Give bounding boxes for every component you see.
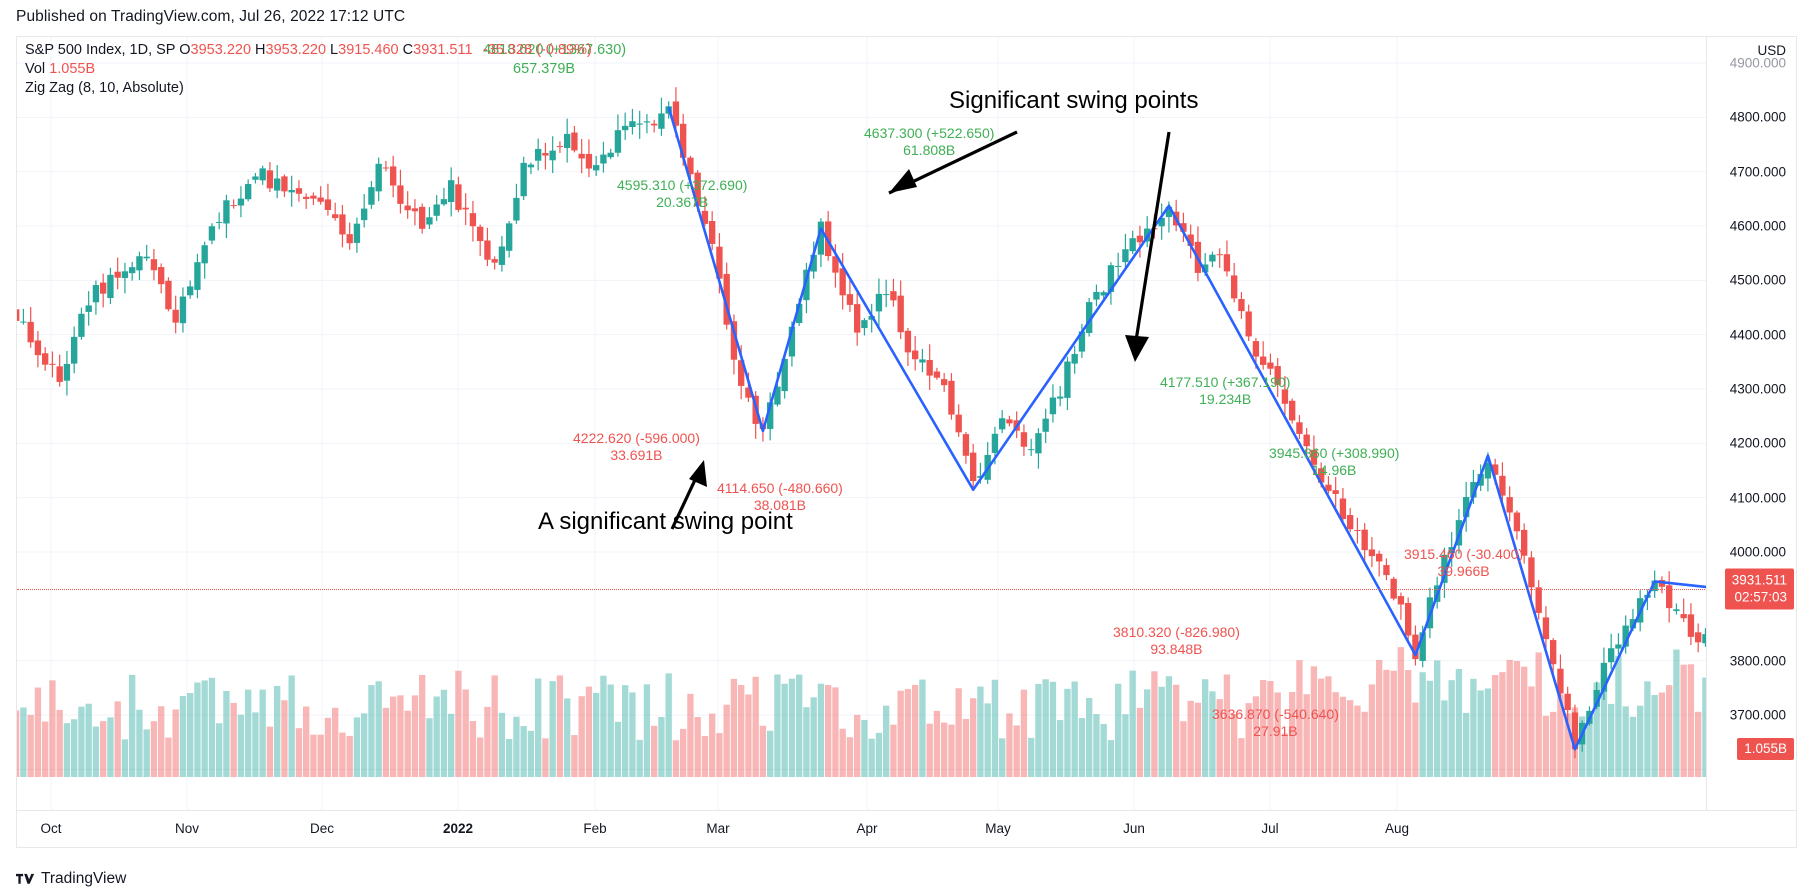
legend-row-ohlc: S&P 500 Index, 1D, SP O3953.220 H3953.22… [25, 41, 473, 60]
zigzag-label-3810: 3810.320 (-826.980) 93.848B [1113, 624, 1240, 658]
price-tick-4100: 4100.000 [1729, 490, 1786, 506]
zigzag-label-price: 3915.460 (-30.400) [1404, 546, 1524, 562]
footer-brand: TradingView [16, 870, 126, 888]
time-scale[interactable]: Oct Nov Dec 2022 Feb Mar Apr May Jun Jul Aug [17, 810, 1796, 847]
zigzag-label-price: 4637.300 (+522.650) [864, 125, 995, 141]
current-price-line [17, 589, 1707, 591]
legend-row-volume: Vol 1.055B [25, 60, 473, 79]
volume-series [17, 647, 1707, 777]
zigzag-label-4595: 4595.310 (+372.690) 20.367B [617, 177, 747, 211]
grid-layer [17, 37, 1707, 812]
zigzag-label-3945: 3945.860 (+308.990) 14.96B [1269, 445, 1399, 479]
zigzag-label-volume: 38.081B [753, 497, 806, 513]
price-scale[interactable]: USD 4900.000 4800.000 4700.000 4600.000 4500… [1706, 37, 1796, 812]
annotation-significant-swing-points: Significant swing points [949, 87, 1199, 114]
legend-close-value: 3931.511 [413, 42, 473, 58]
zigzag-label-4177: 4177.510 (+367.190) 19.234B [1160, 374, 1290, 408]
current-volume-badge: 1.055B [1737, 738, 1794, 760]
time-tick-nov: Nov [174, 821, 200, 836]
chart-legend: S&P 500 Index, 1D, SP O3953.220 H3953.22… [25, 41, 473, 98]
zigzag-label-volume: 14.96B [1312, 462, 1357, 478]
time-tick-mar: Mar [706, 821, 730, 836]
time-tick-may: May [985, 821, 1011, 836]
legend-close-key: C [402, 42, 414, 58]
price-tick-4400: 4400.000 [1729, 327, 1786, 343]
plot-area[interactable]: S&P 500 Index, 1D, SP O3953.220 H3953.22… [17, 37, 1707, 812]
time-tick-feb: Feb [583, 821, 607, 836]
zigzag-top-pivot-volume: 657.379B [513, 61, 576, 77]
price-tick-4700: 4700.000 [1729, 164, 1786, 180]
zigzag-top-pivot-label: 4818.620 (+1367.630) [483, 42, 627, 58]
zigzag-label-volume: 39.966B [1437, 563, 1490, 579]
zigzag-label-volume: 19.234B [1199, 391, 1252, 407]
time-tick-2022: 2022 [442, 821, 474, 836]
legend-indicator-name[interactable]: Zig Zag (8, 10, Absolute) [25, 80, 184, 96]
legend-volume-label: Vol [25, 61, 46, 77]
legend-high-value: 3953.220 [265, 42, 327, 58]
legend-change-value: -35.328 (-0.89%) [483, 42, 592, 58]
footer-brand-text: TradingView [41, 870, 127, 887]
time-tick-dec: Dec [309, 821, 335, 836]
chart-frame: S&P 500 Index, 1D, SP O3953.220 H3953.22… [16, 36, 1797, 848]
price-tick-4800: 4800.000 [1729, 109, 1786, 125]
price-tick-4500: 4500.000 [1729, 272, 1786, 288]
zigzag-label-3915: 3915.460 (-30.400) 39.966B [1404, 546, 1523, 580]
legend-open-value: 3953.220 [190, 42, 252, 58]
published-caption: Published on TradingView.com, Jul 26, 20… [16, 8, 406, 25]
price-tick-4200: 4200.000 [1729, 435, 1786, 451]
legend-symbol[interactable]: S&P 500 Index, 1D, SP [25, 42, 176, 58]
candlestick-series [17, 87, 1707, 759]
zigzag-label-volume: 27.91B [1253, 723, 1298, 739]
price-tick-4300: 4300.000 [1729, 381, 1786, 397]
legend-row-indicator: Zig Zag (8, 10, Absolute) [25, 79, 473, 98]
legend-low-value: 3915.460 [338, 42, 399, 58]
time-tick-aug: Aug [1384, 821, 1410, 836]
annotation-arrows [670, 130, 1171, 530]
zigzag-label-volume: 20.367B [656, 194, 709, 210]
annotation-a-significant-swing-point: A significant swing point [538, 508, 793, 535]
time-tick-oct: Oct [40, 821, 62, 836]
zigzag-label-volume: 93.848B [1150, 641, 1203, 657]
legend-high-key: H [255, 42, 266, 58]
price-tick-3700: 3700.000 [1729, 707, 1786, 723]
zigzag-label-4222: 4222.620 (-596.000) 33.691B [573, 430, 700, 464]
zigzag-label-price: 3945.860 (+308.990) [1269, 445, 1400, 461]
zigzag-label-volume: 33.691B [610, 447, 663, 463]
zigzag-label-price: 4114.650 (-480.660) [717, 480, 843, 496]
price-tick-3800: 3800.000 [1729, 653, 1786, 669]
time-tick-jun: Jun [1123, 821, 1145, 836]
zigzag-label-price: 4595.310 (+372.690) [617, 177, 748, 193]
zigzag-label-price: 3810.320 (-826.980) [1113, 624, 1240, 640]
price-scale-currency: USD [1757, 43, 1786, 58]
current-price-badge: 3931.511 02:57:03 [1724, 568, 1794, 610]
legend-low-key: L [330, 42, 339, 58]
bar-countdown: 02:57:03 [1734, 589, 1787, 605]
legend-open-key: O [179, 42, 191, 58]
zigzag-label-price: 4177.510 (+367.190) [1160, 374, 1291, 390]
legend-volume-value: 1.055B [49, 61, 96, 77]
zigzag-label-4114: 4114.650 (-480.660) 38.081B [717, 480, 843, 514]
current-price-value: 3931.511 [1731, 572, 1787, 588]
zigzag-label-3636: 3636.870 (-540.640) 27.91B [1212, 706, 1339, 740]
zigzag-indicator-line [667, 106, 1707, 751]
price-tick-4900: 4900.000 [1729, 55, 1786, 71]
zigzag-label-4637: 4637.300 (+522.650) 61.808B [864, 125, 994, 159]
zigzag-label-price: 4222.620 (-596.000) [573, 430, 700, 446]
price-tick-4000: 4000.000 [1729, 544, 1786, 560]
price-tick-4600: 4600.000 [1729, 218, 1786, 234]
tradingview-logo-icon [16, 873, 35, 884]
zigzag-label-price: 3636.870 (-540.640) [1212, 706, 1339, 722]
time-tick-jul: Jul [1261, 821, 1279, 836]
time-tick-apr: Apr [856, 821, 878, 836]
zigzag-label-volume: 61.808B [903, 142, 956, 158]
